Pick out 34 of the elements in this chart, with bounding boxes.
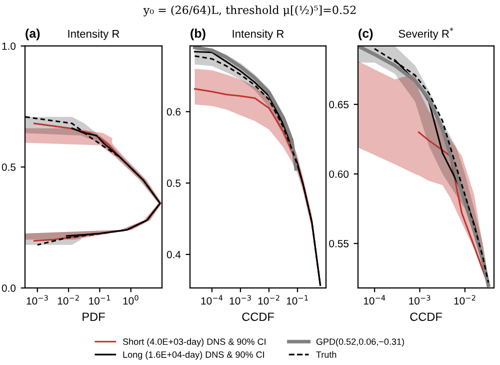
chart-title: (c) <box>358 28 373 40</box>
y-tick-label: 0.60 <box>329 170 349 178</box>
x-tick-label: 10$^{−3}$ <box>230 295 251 305</box>
y-tick-label: 0.5 <box>166 180 181 187</box>
x-tick-label: 10$^{0}$ <box>123 295 138 305</box>
chart-subtitle: Severity R$^{*}$ <box>398 28 454 40</box>
x-tick-label: 10$^{−4}$ <box>364 295 386 305</box>
y-tick-label: 0.5 <box>2 163 16 171</box>
legend-label: Long (1.6E+04-day) DNS & 90% CI <box>123 351 264 360</box>
y-tick-label: 1.0 <box>2 42 16 50</box>
legend-label: Truth <box>316 351 336 358</box>
chart-subtitle: Intensity R <box>68 30 120 40</box>
x-axis-title: CCDF <box>410 312 442 321</box>
x-tick-label: 10$^{−1}$ <box>286 295 308 305</box>
x-axis-title: CCDF <box>242 312 274 321</box>
legend-label: GPD(0.52,0.06,−0.31) <box>316 338 404 347</box>
x-tick-label: 10$^{−3}$ <box>26 295 48 305</box>
text: y₀ = (26/64)L, threshold μ[(½)⁵]=0.52 <box>143 5 356 16</box>
x-axis-title: PDF <box>82 312 105 321</box>
x-tick-label: 10$^{−2}$ <box>58 295 79 305</box>
chart-title: (a) <box>26 28 40 40</box>
y-tick-label: 0.6 <box>166 108 181 116</box>
y-tick-label: 0.0 <box>2 284 16 292</box>
y-tick-label: 0.65 <box>329 100 349 108</box>
x-tick-label: 10$^{−3}$ <box>409 295 430 305</box>
x-tick-label: 10$^{−1}$ <box>89 295 110 305</box>
y-tick-label: 0.4 <box>166 250 181 258</box>
chart-subtitle: Intensity R <box>232 30 284 40</box>
x-tick-label: 10$^{−4}$ <box>201 295 223 305</box>
legend-label: Short (4.0E+03-day) DNS & 90% CI <box>122 338 266 347</box>
chart-title: (b) <box>190 28 206 40</box>
x-tick-label: 10$^{−2}$ <box>258 295 280 305</box>
x-tick-label: 10$^{−2}$ <box>454 295 476 305</box>
y-tick-label: 0.55 <box>329 240 349 248</box>
